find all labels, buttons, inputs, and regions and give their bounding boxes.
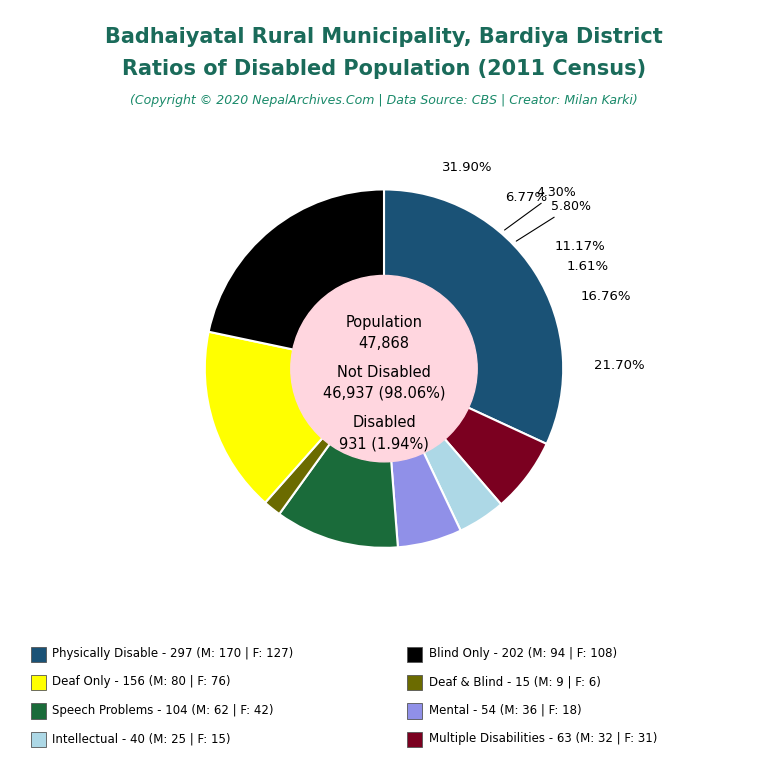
Text: 4.30%: 4.30%	[505, 186, 576, 230]
Text: 21.70%: 21.70%	[594, 359, 644, 372]
Text: Intellectual - 40 (M: 25 | F: 15): Intellectual - 40 (M: 25 | F: 15)	[52, 733, 230, 745]
Wedge shape	[209, 190, 384, 369]
Text: Blind Only - 202 (M: 94 | F: 108): Blind Only - 202 (M: 94 | F: 108)	[429, 647, 617, 660]
Text: Deaf Only - 156 (M: 80 | F: 76): Deaf Only - 156 (M: 80 | F: 76)	[52, 676, 230, 688]
Wedge shape	[265, 369, 384, 514]
Wedge shape	[384, 369, 501, 531]
Wedge shape	[205, 332, 384, 503]
Text: Population
47,868: Population 47,868	[346, 315, 422, 351]
Text: Mental - 54 (M: 36 | F: 18): Mental - 54 (M: 36 | F: 18)	[429, 704, 581, 717]
Wedge shape	[280, 369, 398, 548]
Text: Disabled
931 (1.94%): Disabled 931 (1.94%)	[339, 415, 429, 451]
Wedge shape	[384, 369, 461, 548]
Text: 16.76%: 16.76%	[581, 290, 631, 303]
Text: 31.90%: 31.90%	[442, 161, 492, 174]
Text: Physically Disable - 297 (M: 170 | F: 127): Physically Disable - 297 (M: 170 | F: 12…	[52, 647, 293, 660]
Text: 1.61%: 1.61%	[567, 260, 609, 273]
Text: Badhaiyatal Rural Municipality, Bardiya District: Badhaiyatal Rural Municipality, Bardiya …	[105, 27, 663, 47]
Text: Not Disabled
46,937 (98.06%): Not Disabled 46,937 (98.06%)	[323, 365, 445, 401]
Text: 5.80%: 5.80%	[516, 200, 591, 241]
Text: 11.17%: 11.17%	[554, 240, 605, 253]
Text: Multiple Disabilities - 63 (M: 32 | F: 31): Multiple Disabilities - 63 (M: 32 | F: 3…	[429, 733, 657, 745]
Text: 6.77%: 6.77%	[505, 191, 548, 204]
Circle shape	[291, 276, 477, 462]
Text: Deaf & Blind - 15 (M: 9 | F: 6): Deaf & Blind - 15 (M: 9 | F: 6)	[429, 676, 601, 688]
Text: (Copyright © 2020 NepalArchives.Com | Data Source: CBS | Creator: Milan Karki): (Copyright © 2020 NepalArchives.Com | Da…	[130, 94, 638, 107]
Wedge shape	[384, 369, 547, 505]
Text: Speech Problems - 104 (M: 62 | F: 42): Speech Problems - 104 (M: 62 | F: 42)	[52, 704, 273, 717]
Text: Ratios of Disabled Population (2011 Census): Ratios of Disabled Population (2011 Cens…	[122, 59, 646, 79]
Wedge shape	[384, 190, 563, 444]
